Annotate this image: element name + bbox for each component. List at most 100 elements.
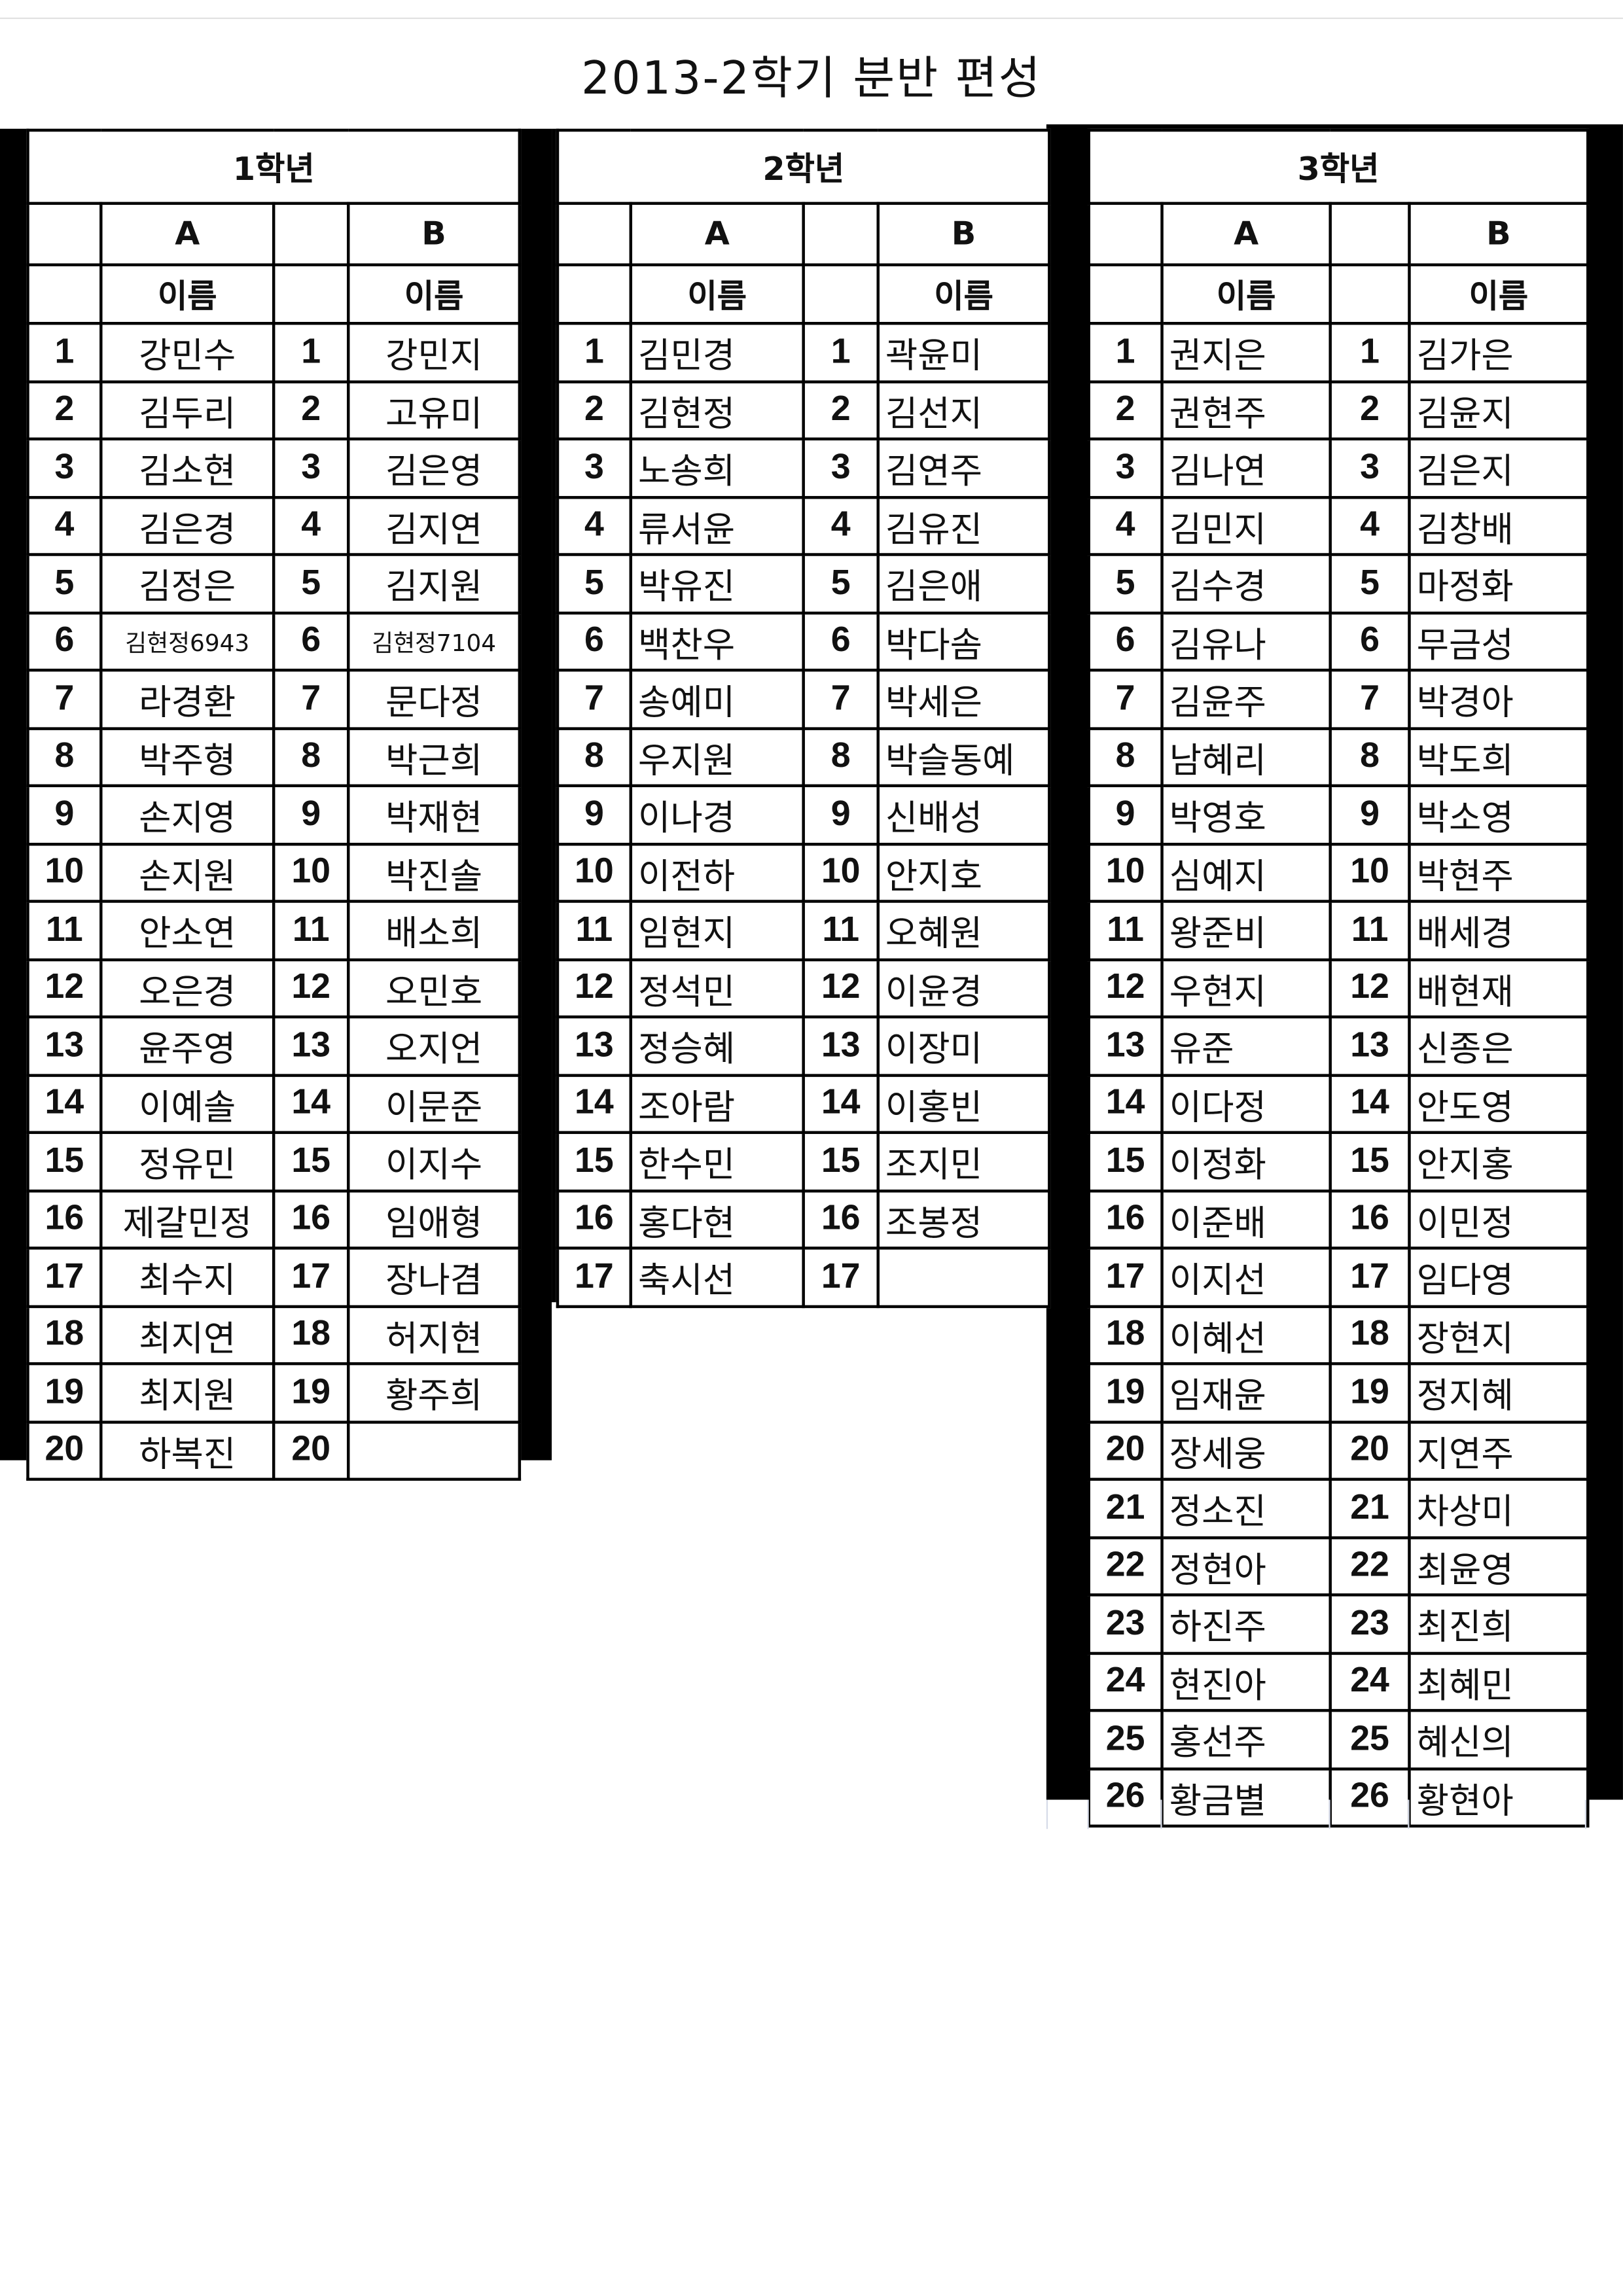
row-number[interactable]: 19 xyxy=(26,1362,103,1423)
student-name-b[interactable]: 안지홍 xyxy=(1408,1131,1590,1192)
row-number[interactable]: 5 xyxy=(272,553,350,614)
row-number[interactable]: 11 xyxy=(26,900,103,961)
row-number[interactable]: 13 xyxy=(802,1015,880,1076)
row-number[interactable]: 8 xyxy=(556,726,633,788)
name-column-header[interactable]: 이름 xyxy=(99,263,276,325)
student-name-a[interactable]: 우지원 xyxy=(629,726,805,788)
row-number[interactable]: 10 xyxy=(272,841,350,903)
row-number[interactable]: 18 xyxy=(1329,1304,1411,1366)
student-name-b[interactable]: 이지수 xyxy=(346,1131,522,1192)
row-number[interactable]: 5 xyxy=(1329,553,1411,614)
student-name-b[interactable]: 장현지 xyxy=(1408,1304,1590,1366)
row-number[interactable]: 22 xyxy=(1087,1535,1164,1597)
row-number[interactable]: 10 xyxy=(802,841,880,903)
class-b-label[interactable]: B xyxy=(876,202,1051,266)
student-name-a[interactable]: 이혜선 xyxy=(1160,1304,1332,1366)
row-number[interactable]: 17 xyxy=(1329,1246,1411,1308)
row-number[interactable]: 26 xyxy=(1329,1767,1411,1828)
empty-cell[interactable] xyxy=(802,202,880,266)
grade-label[interactable]: 1학년 xyxy=(26,128,522,205)
student-name-b[interactable]: 박다솜 xyxy=(876,610,1051,672)
row-number[interactable]: 12 xyxy=(1087,957,1164,1019)
row-number[interactable]: 20 xyxy=(26,1420,103,1481)
student-name-a[interactable]: 윤주영 xyxy=(99,1015,276,1076)
student-name-b[interactable]: 배세경 xyxy=(1408,900,1590,961)
student-name-a[interactable]: 우현지 xyxy=(1160,957,1332,1019)
empty-cell[interactable] xyxy=(802,263,880,325)
row-number[interactable]: 8 xyxy=(1329,726,1411,788)
row-number[interactable]: 11 xyxy=(272,900,350,961)
row-number[interactable]: 2 xyxy=(1087,380,1164,441)
row-number[interactable]: 16 xyxy=(1087,1188,1164,1250)
student-name-b[interactable] xyxy=(876,1246,1051,1308)
row-number[interactable]: 3 xyxy=(26,437,103,499)
student-name-a[interactable]: 노송희 xyxy=(629,437,805,499)
student-name-a[interactable]: 제갈민정 xyxy=(99,1188,276,1250)
row-number[interactable]: 4 xyxy=(1087,495,1164,556)
grade-label[interactable]: 3학년 xyxy=(1087,128,1590,205)
row-number[interactable]: 6 xyxy=(556,610,633,672)
row-number[interactable]: 17 xyxy=(802,1246,880,1308)
student-name-a[interactable]: 홍다현 xyxy=(629,1188,805,1250)
student-name-b[interactable]: 배소희 xyxy=(346,900,522,961)
class-a-label[interactable]: A xyxy=(629,202,805,266)
name-column-header[interactable]: 이름 xyxy=(1160,263,1332,325)
student-name-b[interactable]: 김연주 xyxy=(876,437,1051,499)
row-number[interactable]: 16 xyxy=(26,1188,103,1250)
student-name-b[interactable]: 박근희 xyxy=(346,726,522,788)
row-number[interactable]: 12 xyxy=(802,957,880,1019)
row-number[interactable]: 4 xyxy=(272,495,350,556)
student-name-b[interactable]: 임애형 xyxy=(346,1188,522,1250)
student-name-b[interactable]: 박현주 xyxy=(1408,841,1590,903)
student-name-a[interactable]: 송예미 xyxy=(629,668,805,730)
row-number[interactable]: 1 xyxy=(802,321,880,383)
student-name-a[interactable]: 정승혜 xyxy=(629,1015,805,1076)
row-number[interactable]: 9 xyxy=(1329,784,1411,845)
row-number[interactable]: 15 xyxy=(1329,1131,1411,1192)
row-number[interactable]: 15 xyxy=(272,1131,350,1192)
student-name-a[interactable]: 박영호 xyxy=(1160,784,1332,845)
student-name-a[interactable]: 홍선주 xyxy=(1160,1708,1332,1770)
student-name-b[interactable]: 오민호 xyxy=(346,957,522,1019)
student-name-a[interactable]: 최지원 xyxy=(99,1362,276,1423)
row-number[interactable]: 3 xyxy=(1087,437,1164,499)
row-number[interactable]: 11 xyxy=(1087,900,1164,961)
row-number[interactable]: 20 xyxy=(272,1420,350,1481)
name-column-header[interactable]: 이름 xyxy=(1408,263,1590,325)
student-name-a[interactable]: 박주형 xyxy=(99,726,276,788)
row-number[interactable]: 3 xyxy=(556,437,633,499)
student-name-b[interactable]: 박슬동예 xyxy=(876,726,1051,788)
row-number[interactable]: 14 xyxy=(556,1073,633,1135)
student-name-a[interactable]: 김유나 xyxy=(1160,610,1332,672)
row-number[interactable]: 15 xyxy=(802,1131,880,1192)
row-number[interactable]: 5 xyxy=(802,553,880,614)
row-number[interactable]: 1 xyxy=(272,321,350,383)
student-name-b[interactable] xyxy=(346,1420,522,1481)
student-name-b[interactable]: 조봉정 xyxy=(876,1188,1051,1250)
row-number[interactable]: 12 xyxy=(26,957,103,1019)
row-number[interactable]: 10 xyxy=(1087,841,1164,903)
student-name-a[interactable]: 김현정 xyxy=(629,380,805,441)
student-name-b[interactable]: 김은지 xyxy=(1408,437,1590,499)
row-number[interactable]: 8 xyxy=(26,726,103,788)
row-number[interactable]: 23 xyxy=(1087,1593,1164,1654)
row-number[interactable]: 1 xyxy=(1087,321,1164,383)
row-number[interactable]: 13 xyxy=(272,1015,350,1076)
student-name-b[interactable]: 임다영 xyxy=(1408,1246,1590,1308)
student-name-a[interactable]: 이예솔 xyxy=(99,1073,276,1135)
empty-cell[interactable] xyxy=(1329,263,1411,325)
row-number[interactable]: 20 xyxy=(1087,1420,1164,1481)
student-name-b[interactable]: 김창배 xyxy=(1408,495,1590,556)
empty-cell[interactable] xyxy=(272,202,350,266)
row-number[interactable]: 4 xyxy=(1329,495,1411,556)
student-name-b[interactable]: 박도희 xyxy=(1408,726,1590,788)
row-number[interactable]: 5 xyxy=(26,553,103,614)
student-name-b[interactable]: 김은애 xyxy=(876,553,1051,614)
row-number[interactable]: 2 xyxy=(556,380,633,441)
student-name-a[interactable]: 김민지 xyxy=(1160,495,1332,556)
row-number[interactable]: 2 xyxy=(26,380,103,441)
student-name-a[interactable]: 김윤주 xyxy=(1160,668,1332,730)
row-number[interactable]: 6 xyxy=(1329,610,1411,672)
student-name-b[interactable]: 박재현 xyxy=(346,784,522,845)
student-name-a[interactable]: 김민경 xyxy=(629,321,805,383)
